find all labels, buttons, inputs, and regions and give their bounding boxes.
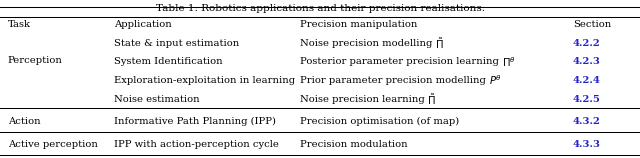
Text: Noise precision learning: Noise precision learning [300,95,428,104]
Text: Noise precision modelling: Noise precision modelling [300,39,435,48]
Text: Informative Path Planning (IPP): Informative Path Planning (IPP) [114,117,276,126]
Text: 4.3.3: 4.3.3 [573,140,601,149]
Text: $\tilde{\Pi}$: $\tilde{\Pi}$ [435,36,444,51]
Text: Perception: Perception [8,56,63,64]
Text: Table 1: Robotics applications and their precision realisations.: Table 1: Robotics applications and their… [156,4,484,13]
Text: Task: Task [8,20,31,29]
Text: Precision modulation: Precision modulation [300,140,407,149]
Text: 4.3.2: 4.3.2 [573,117,601,126]
Text: Application: Application [114,20,172,29]
Text: System Identification: System Identification [114,57,223,66]
Text: 4.2.3: 4.2.3 [573,57,601,66]
Text: Exploration-exploitation in learning: Exploration-exploitation in learning [114,76,295,85]
Text: IPP with action-perception cycle: IPP with action-perception cycle [114,140,279,149]
Text: Section: Section [573,20,611,29]
Text: $\Pi^{\theta}$: $\Pi^{\theta}$ [502,55,515,69]
Text: Active perception: Active perception [8,140,97,149]
Text: Precision optimisation (of map): Precision optimisation (of map) [300,117,459,126]
Text: 4.2.2: 4.2.2 [573,39,600,48]
Text: State & input estimation: State & input estimation [114,39,239,48]
Text: 4.2.4: 4.2.4 [573,76,601,85]
Text: Precision manipulation: Precision manipulation [300,20,417,29]
Text: Action: Action [8,117,40,126]
Text: Noise estimation: Noise estimation [114,95,200,104]
Text: $\tilde{\Pi}$: $\tilde{\Pi}$ [428,92,436,107]
Text: Prior parameter precision modelling: Prior parameter precision modelling [300,76,488,85]
Text: $P^{\theta}$: $P^{\theta}$ [488,74,502,88]
Text: Posterior parameter precision learning: Posterior parameter precision learning [300,57,502,66]
Text: 4.2.5: 4.2.5 [573,95,601,104]
